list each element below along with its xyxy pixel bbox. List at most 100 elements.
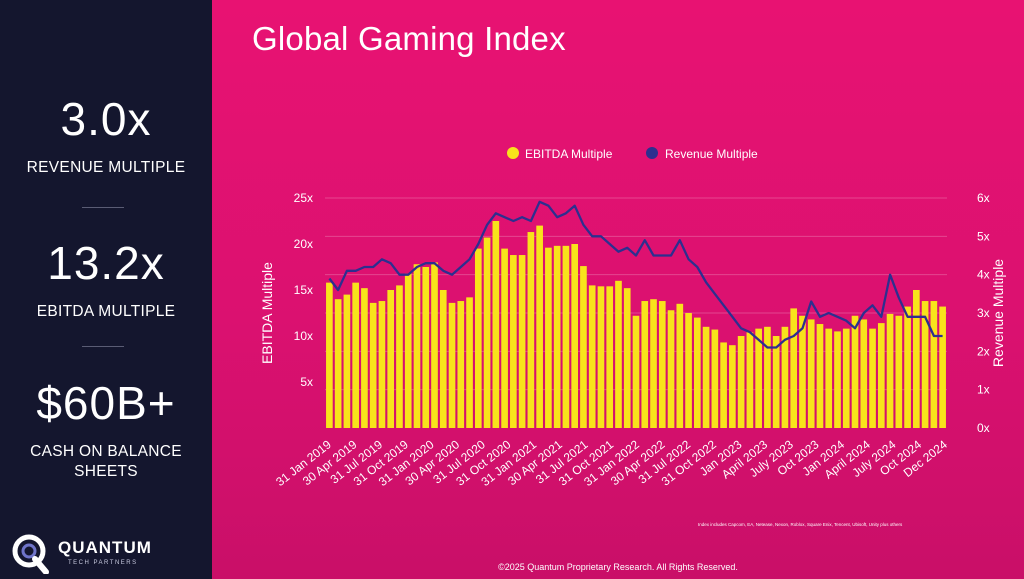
ebitda-bar (632, 315, 640, 428)
ebitda-bar (939, 306, 946, 428)
stat-value: 13.2x (47, 237, 165, 289)
y-right-tick-label: 3x (977, 306, 990, 320)
ebitda-bar (807, 319, 815, 428)
ebitda-bar (755, 328, 762, 428)
ebitda-bar (658, 301, 666, 428)
ebitda-bar (431, 262, 438, 428)
ebitda-bar (764, 326, 771, 428)
ebitda-bar (580, 266, 587, 428)
legend-marker-ebitda (507, 147, 519, 159)
ebitda-bar (334, 299, 342, 428)
ebitda-bar (615, 280, 622, 428)
revenue-line (328, 200, 943, 349)
ebitda-bar (413, 264, 421, 428)
legend-label-revenue: Revenue Multiple (665, 147, 758, 161)
company-logo: QUANTUM TECH PARTNERS (10, 530, 210, 575)
index-footnote: Index includes Capcom, EA, Netease, Nexo… (698, 522, 903, 527)
ebitda-bar (641, 301, 649, 428)
ebitda-bar (816, 324, 824, 428)
ebitda-bar (702, 326, 710, 428)
ebitda-bar (790, 308, 798, 428)
ebitda-bar (781, 326, 789, 428)
divider (82, 346, 124, 347)
ebitda-bar (518, 255, 526, 428)
y-right-tick-label: 2x (977, 344, 990, 358)
ebitda-bar (851, 315, 859, 428)
ebitda-bar (930, 301, 938, 428)
ebitda-bar (886, 313, 894, 428)
chart: 5x 10x 15x 20x 25x 0x 1x 2x 3x 4x 5x 6x EBITDA Multi… (259, 147, 1006, 527)
ebitda-bar (387, 290, 395, 428)
stat-label: CASH ON BALANCE SHEETS (30, 443, 182, 480)
revenue-multiple-stat: 3.0x REVENUE MULTIPLE (0, 96, 212, 178)
ebitda-bar (492, 221, 500, 428)
ebitda-bar (396, 285, 403, 428)
ebitda-bar (536, 225, 543, 428)
ebitda-bar (369, 302, 377, 428)
y-right-tick-label: 4x (977, 268, 990, 282)
ebitda-bar (326, 282, 333, 428)
copyright-footer: ©2025 Quantum Proprietary Research. All … (498, 562, 738, 572)
ebitda-bar (597, 286, 605, 428)
ebitda-multiple-stat: 13.2x EBITDA MULTIPLE (0, 240, 212, 322)
logo-subtitle: TECH PARTNERS (68, 560, 138, 566)
ebitda-bar (606, 286, 614, 428)
y-left-tick-label: 15x (294, 283, 313, 297)
ebitda-bar (667, 310, 675, 428)
ebitda-bar (685, 313, 692, 428)
y-left-tick-label: 10x (294, 329, 313, 343)
y-left-tick-label: 5x (300, 375, 313, 389)
page-title: Global Gaming Index (252, 20, 566, 57)
legend-marker-revenue (646, 147, 658, 159)
ebitda-bar (913, 290, 920, 428)
y-left-axis-label: EBITDA Multiple (259, 262, 275, 364)
ebitda-bar (711, 329, 719, 428)
logo-name: QUANTUM (58, 538, 152, 557)
ebitda-bar (404, 273, 412, 428)
ebitda-bar (545, 247, 552, 428)
ebitda-bar (720, 342, 727, 428)
y-left-tick-label: 25x (294, 191, 313, 205)
ebitda-bar (877, 323, 885, 428)
ebitda-bar (439, 290, 447, 428)
ebitda-bar (904, 306, 911, 428)
y-right-tick-label: 1x (977, 383, 990, 397)
y-right-tick-label: 5x (977, 229, 990, 243)
ebitda-bar (772, 336, 780, 428)
ebitda-bar (869, 328, 876, 428)
ebitda-bar (571, 244, 579, 428)
sidebar: 3.0x REVENUE MULTIPLE 13.2x EBITDA MULTI… (0, 0, 212, 579)
ebitda-bar (553, 245, 561, 428)
ebitda-bar (676, 303, 684, 428)
ebitda-bar (562, 245, 570, 428)
ebitda-bar (483, 237, 491, 428)
ebitda-bar (527, 232, 535, 428)
ebitda-bar (746, 332, 754, 428)
quantum-q-logo-icon (12, 534, 49, 574)
y-left-tick-label: 20x (294, 237, 313, 251)
ebitda-bar (799, 315, 806, 428)
ebitda-bar (860, 319, 868, 428)
ebitda-bar (588, 285, 596, 428)
ebitda-bar (825, 328, 833, 428)
legend-label-ebitda: EBITDA Multiple (525, 147, 613, 161)
ebitda-bar (650, 299, 657, 428)
ebitda-bar (501, 248, 508, 428)
ebitda-bar (422, 267, 430, 428)
y-right-axis-label: Revenue Multiple (990, 259, 1006, 367)
ebitda-bar (448, 302, 456, 428)
ebitda-bar (693, 317, 701, 428)
stat-label: REVENUE MULTIPLE (26, 159, 186, 176)
cash-stat: $60B+ CASH ON BALANCE SHEETS (0, 380, 212, 482)
ebitda-bar (343, 294, 351, 428)
y-right-tick-label: 0x (977, 421, 990, 435)
ebitda-bar (474, 248, 482, 428)
ebitda-bar (378, 301, 386, 428)
ebitda-bar (457, 301, 465, 428)
stat-value: 3.0x (60, 93, 152, 145)
ebitda-bar (921, 301, 929, 428)
y-right-tick-label: 6x (977, 191, 990, 205)
ebitda-bar (466, 297, 473, 428)
ebitda-bar (729, 345, 736, 428)
stat-label: EBITDA MULTIPLE (36, 303, 176, 320)
